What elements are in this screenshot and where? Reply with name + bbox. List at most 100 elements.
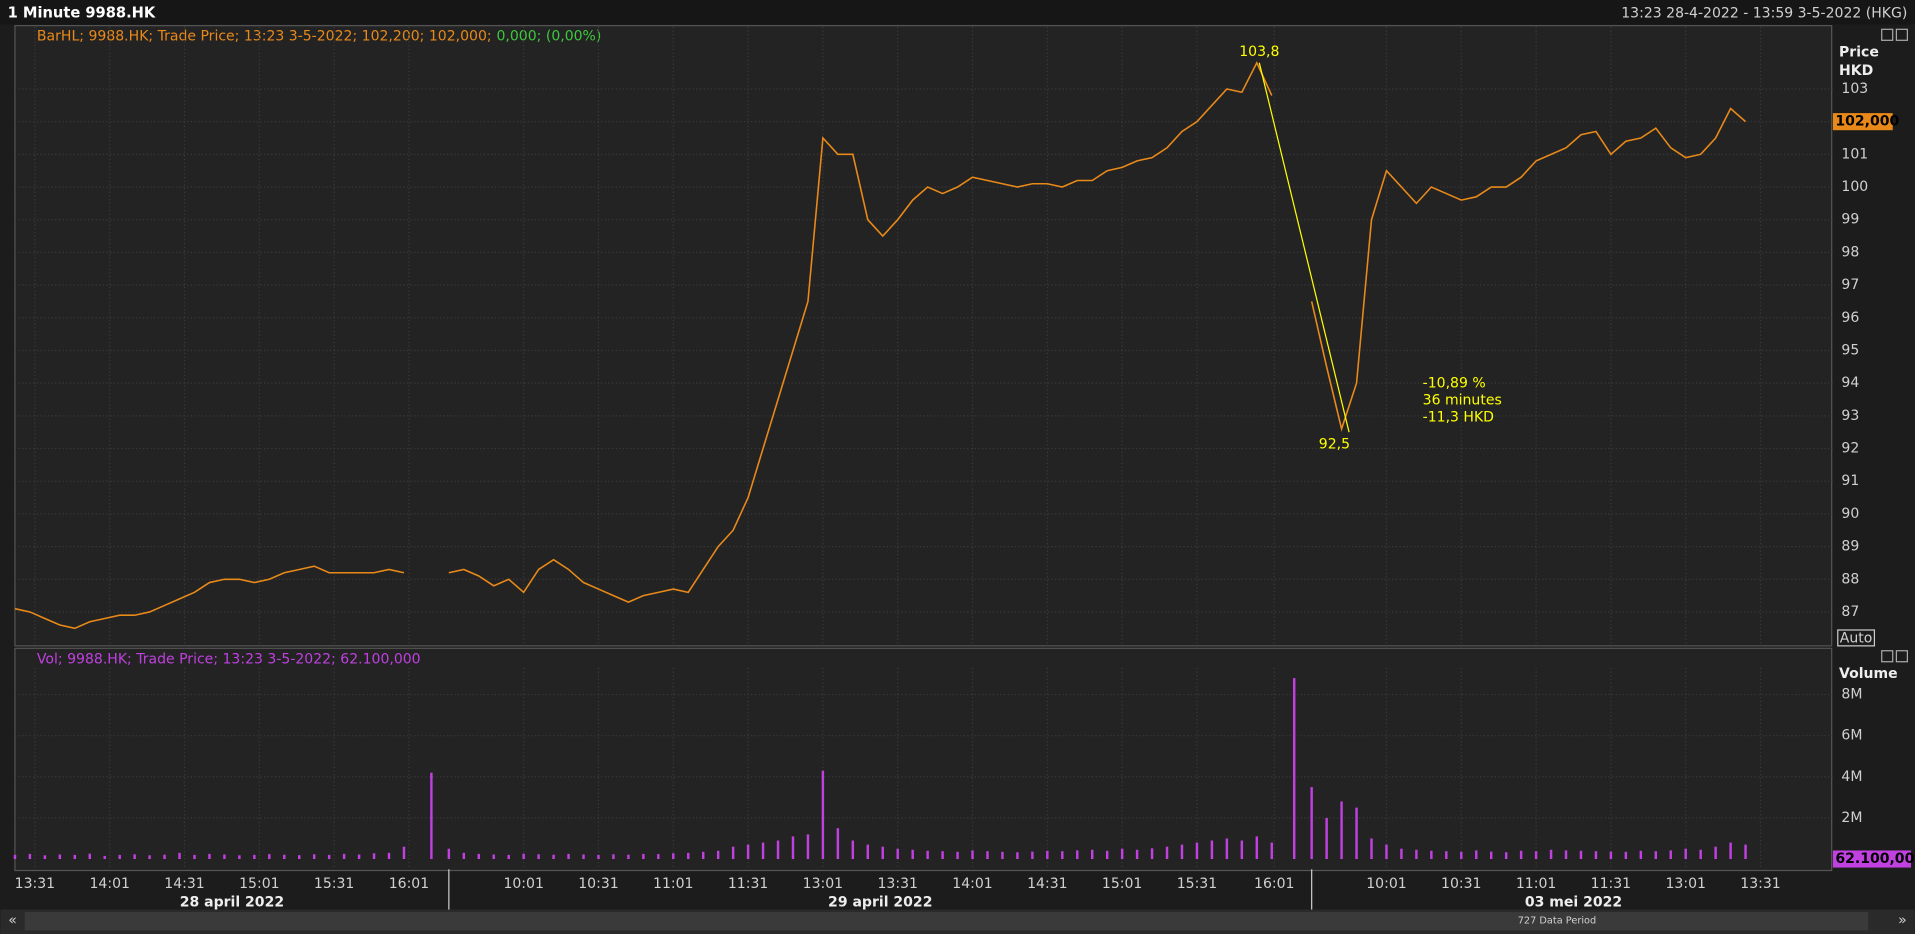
volume-bar — [522, 853, 525, 860]
panel-button[interactable] — [1881, 28, 1894, 41]
y-tick-label: 103 — [1841, 81, 1868, 97]
panel-close[interactable] — [1895, 650, 1908, 663]
y-tick-label: 6M — [1841, 728, 1862, 744]
volume-bar — [1120, 848, 1124, 860]
volume-bar — [462, 852, 466, 860]
volume-bar — [1046, 850, 1049, 860]
x-tick-label: 10:01 — [503, 876, 543, 892]
volume-bar — [238, 855, 241, 860]
volume-bar — [1549, 849, 1553, 860]
x-tick-label: 13:01 — [1665, 876, 1705, 892]
measure-text: 36 minutes — [1423, 392, 1502, 408]
volume-bar — [836, 828, 840, 860]
volume-bar — [372, 853, 376, 860]
scroll-left[interactable]: « — [8, 913, 17, 929]
panel-close[interactable] — [1895, 28, 1908, 41]
scroll-track[interactable] — [24, 912, 1869, 931]
y-tick-label: 100 — [1841, 179, 1868, 195]
volume-bar — [567, 853, 570, 860]
volume-bar — [1430, 850, 1433, 860]
y-tick-label: 96 — [1841, 310, 1859, 326]
volume-bar — [1355, 807, 1358, 860]
y-tick-label: 2M — [1841, 810, 1862, 826]
volume-bar — [582, 854, 585, 860]
volume-bar — [1624, 851, 1628, 860]
volume-bar — [1165, 846, 1169, 860]
x-tick-label: 13:31 — [877, 876, 917, 892]
day-label: 28 april 2022 — [180, 894, 284, 910]
volume-bar — [1639, 850, 1643, 860]
legend-text: BarHL; 9988.HK; Trade Price; 13:23 3-5-2… — [37, 29, 492, 45]
volume-bar — [1031, 851, 1034, 860]
last-volume-label: 62.100,000 — [1835, 851, 1915, 867]
volume-bar — [911, 849, 914, 860]
volume-bar — [672, 853, 675, 860]
volume-bar — [537, 854, 540, 860]
measure-end-label: 92,5 — [1319, 436, 1350, 452]
x-tick-label: 14:01 — [952, 876, 992, 892]
volume-bar — [1240, 840, 1244, 860]
day-label: 03 mei 2022 — [1525, 894, 1622, 910]
volume-bar — [1210, 840, 1214, 860]
volume-bar — [1076, 850, 1079, 860]
volume-bar — [148, 855, 151, 860]
x-tick-label: 15:01 — [1102, 876, 1142, 892]
volume-bar — [851, 840, 855, 860]
volume-bar — [821, 770, 825, 860]
volume-bar — [1400, 848, 1403, 860]
volume-bar — [1001, 851, 1004, 860]
x-tick-label: 13:01 — [803, 876, 843, 892]
volume-bar — [430, 772, 433, 860]
legend-change: 0,000; (0,00%) — [497, 29, 602, 45]
volume-bar — [1460, 851, 1463, 860]
volume-bar — [28, 853, 32, 860]
auto-button[interactable] — [1837, 629, 1876, 647]
x-tick-label: 15:31 — [1177, 876, 1217, 892]
volume-bar — [477, 853, 480, 860]
volume-bar — [1579, 850, 1583, 860]
price-legend: BarHL; 9988.HK; Trade Price; 13:23 3-5-2… — [37, 29, 601, 45]
volume-bar — [73, 854, 77, 860]
panel-button[interactable] — [1881, 650, 1894, 663]
axis-title: Price — [1839, 44, 1879, 60]
x-tick-label: 13:31 — [15, 876, 55, 892]
x-tick-label: 11:31 — [728, 876, 768, 892]
volume-bar — [1016, 852, 1019, 860]
volume-bar — [1135, 849, 1139, 860]
volume-bar — [88, 853, 91, 860]
x-tick-label: 15:31 — [314, 876, 354, 892]
x-tick-label: 14:31 — [164, 876, 204, 892]
x-tick-label: 10:31 — [1441, 876, 1481, 892]
price-line — [1310, 107, 1747, 432]
volume-bar — [43, 855, 47, 860]
header-title: 1 Minute 9988.HK — [8, 4, 156, 21]
x-tick-label: 14:31 — [1027, 876, 1067, 892]
x-tick-label: 10:01 — [1366, 876, 1406, 892]
x-tick-label: 11:01 — [653, 876, 693, 892]
volume-bar — [103, 855, 106, 860]
volume-bar — [298, 855, 301, 860]
volume-bar — [283, 854, 286, 860]
volume-bar — [1504, 852, 1508, 860]
volume-bar — [687, 852, 690, 860]
header-range: 13:23 28-4-2022 - 13:59 3-5-2022 (HKG) — [1621, 5, 1907, 21]
volume-bar — [1714, 846, 1717, 860]
volume-bar — [1225, 838, 1229, 860]
scroll-right[interactable]: » — [1898, 913, 1907, 929]
volume-bar — [492, 854, 495, 860]
y-tick-label: 4M — [1841, 769, 1862, 785]
x-tick-label: 16:01 — [389, 876, 429, 892]
volume-bar — [731, 846, 735, 860]
measure-text: -11,3 HKD — [1423, 410, 1494, 426]
x-tick-label: 15:01 — [239, 876, 279, 892]
day-label: 29 april 2022 — [828, 894, 932, 910]
y-tick-label: 101 — [1841, 146, 1868, 162]
volume-bar — [642, 853, 645, 860]
x-tick-label: 13:31 — [1740, 876, 1780, 892]
volume-bar — [1195, 842, 1199, 860]
volume-bar — [1415, 849, 1418, 860]
volume-bar — [552, 854, 555, 860]
volume-bar — [1669, 850, 1672, 860]
volume-bar — [118, 854, 121, 860]
volume-bar — [956, 851, 959, 860]
